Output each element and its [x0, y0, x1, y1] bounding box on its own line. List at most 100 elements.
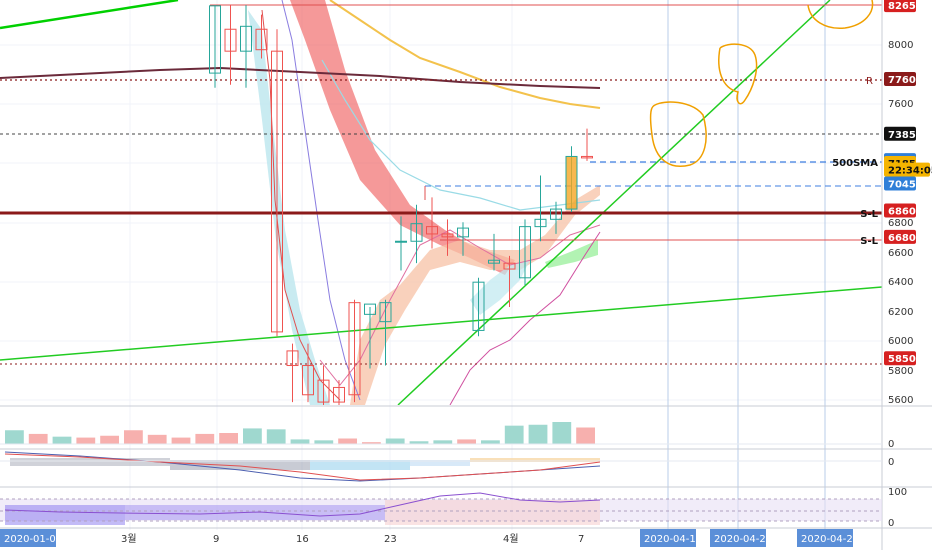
volume-bar: [147, 434, 167, 444]
green-ribbon: [545, 240, 598, 268]
price-tag: 7760: [884, 71, 916, 86]
candle-body: [519, 226, 531, 279]
price-tick: 6600: [888, 248, 913, 259]
price-tag-text: 22:34:05: [888, 166, 932, 177]
candle-body: [317, 379, 330, 403]
time-label: 7: [578, 534, 584, 545]
candle-body: [271, 50, 283, 333]
candle-body: [364, 303, 376, 315]
green-top-trendline: [0, 0, 179, 30]
purple-ma: [281, 0, 361, 401]
date-tag: [797, 529, 853, 547]
candles: [209, 5, 593, 405]
volume-bar: [481, 440, 500, 444]
volume-bar: [385, 438, 405, 444]
sma-label: 500SMA: [832, 158, 878, 169]
candle-body: [395, 240, 407, 243]
cyan-lower-ribbon: [470, 260, 530, 315]
price-tag: 6860: [884, 203, 916, 218]
price-tag: 5850: [884, 351, 916, 366]
candle-body: [550, 208, 562, 220]
hand-drawn-circle-1: [649, 101, 707, 167]
candle-body: [565, 155, 578, 210]
volume-bar: [195, 433, 215, 444]
candle-body: [240, 25, 252, 52]
price-tag: 7385: [884, 126, 916, 141]
volume-bars: [5, 422, 595, 444]
candle-body: [472, 281, 485, 331]
candle-body: [441, 233, 454, 238]
volume-bar: [433, 440, 453, 444]
volume-bar: [409, 441, 429, 444]
candle-body: [581, 155, 593, 159]
volume-bar: [5, 430, 24, 444]
volume-bar: [338, 438, 357, 444]
volume-bar: [243, 428, 262, 444]
volume-bar: [528, 424, 548, 444]
price-tick: 7600: [888, 99, 913, 110]
candle-body: [302, 365, 314, 396]
date-tag: [640, 529, 696, 547]
dark-purple-ma: [0, 66, 601, 89]
time-label: 9: [213, 534, 219, 545]
volume-bar: [552, 422, 572, 444]
candle-body: [224, 28, 237, 52]
date-tag: [0, 529, 56, 547]
green-rising-trendline: [397, 0, 831, 405]
volume-bar: [171, 437, 191, 444]
grid: [0, 0, 882, 530]
light-blue-ma: [321, 59, 601, 211]
price-tick: 6800: [888, 218, 913, 229]
sl-label-1: S-L: [860, 209, 878, 220]
cyan-ribbon: [248, 10, 330, 405]
candle-body: [410, 223, 423, 242]
price-tag-text: 6680: [888, 233, 916, 244]
volume-bar: [52, 436, 72, 444]
price-tag-text: 7385: [888, 130, 916, 141]
rsi-top: 100: [888, 487, 907, 498]
price-tick: 5800: [888, 366, 913, 377]
volume-zero: 0: [888, 439, 894, 450]
time-label: 2020-01-06: [4, 534, 62, 545]
price-tick: 5600: [888, 395, 913, 406]
price-tag-text: 5850: [888, 354, 916, 365]
time-label: 2020-04-20: [714, 534, 772, 545]
candle-body: [348, 302, 361, 396]
orange-ma: [329, 0, 601, 109]
time-label: 3월: [121, 533, 137, 545]
candle-body: [379, 302, 392, 323]
candle-body: [333, 386, 345, 403]
time-label: 2020-04-27: [801, 534, 859, 545]
candle-body: [209, 5, 221, 74]
candle-body: [426, 226, 438, 235]
volume-bar: [290, 439, 310, 444]
price-tag-text: 7045: [888, 179, 916, 190]
candle-body: [488, 259, 500, 264]
magenta-ma: [449, 231, 601, 405]
price-tick: 6000: [888, 336, 913, 347]
sl-label-2: S-L: [860, 236, 878, 247]
price-tag-text: 6860: [888, 207, 916, 218]
candle-body: [503, 262, 516, 270]
date-tag: [710, 529, 766, 547]
hand-drawn-circle-3: [807, 0, 874, 29]
hand-drawn-circle-2: [718, 43, 758, 105]
volume-bar: [362, 442, 381, 444]
candle-body: [255, 28, 268, 51]
macd-zero: 0: [888, 457, 894, 468]
price-tick: 6400: [888, 277, 913, 288]
red-ribbon: [290, 0, 515, 275]
volume-bar: [124, 430, 143, 444]
price-tag-text: 7760: [888, 75, 916, 86]
volume-bar: [100, 435, 119, 444]
volume-bar: [576, 427, 595, 444]
volume-bar: [504, 425, 524, 444]
price-tag: 8265: [884, 0, 916, 12]
volume-bar: [76, 437, 96, 444]
candle-body: [534, 218, 547, 228]
rsi-bottom: 0: [888, 518, 894, 529]
candle-body: [457, 227, 469, 238]
green-support-trendline: [0, 286, 882, 361]
price-tag-text: 8265: [888, 1, 916, 12]
